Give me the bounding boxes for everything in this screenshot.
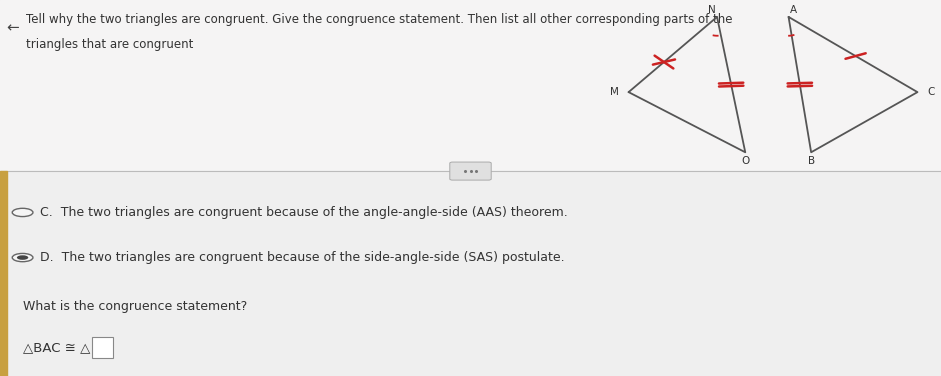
Text: What is the congruence statement?: What is the congruence statement? (23, 300, 247, 313)
Text: Tell why the two triangles are congruent. Give the congruence statement. Then li: Tell why the two triangles are congruent… (26, 13, 733, 26)
Text: O: O (742, 156, 749, 166)
Text: M: M (611, 87, 619, 97)
FancyBboxPatch shape (92, 338, 113, 358)
Text: △BAC ≅ △: △BAC ≅ △ (23, 341, 90, 354)
Bar (0, 171, 7, 376)
Text: D.  The two triangles are congruent because of the side-angle-side (SAS) postula: D. The two triangles are congruent becau… (40, 251, 565, 264)
FancyBboxPatch shape (450, 162, 491, 180)
Circle shape (17, 255, 28, 260)
Text: triangles that are congruent: triangles that are congruent (26, 38, 194, 51)
Text: C: C (927, 87, 934, 97)
Text: B: B (807, 156, 815, 166)
Circle shape (12, 253, 33, 262)
Text: ←: ← (6, 21, 19, 36)
Text: A: A (789, 5, 797, 15)
Text: N: N (709, 5, 716, 15)
Bar (0, 171, 941, 376)
Circle shape (12, 208, 33, 217)
Text: C.  The two triangles are congruent because of the angle-angle-side (AAS) theore: C. The two triangles are congruent becau… (40, 206, 567, 219)
Bar (0, 0, 941, 171)
